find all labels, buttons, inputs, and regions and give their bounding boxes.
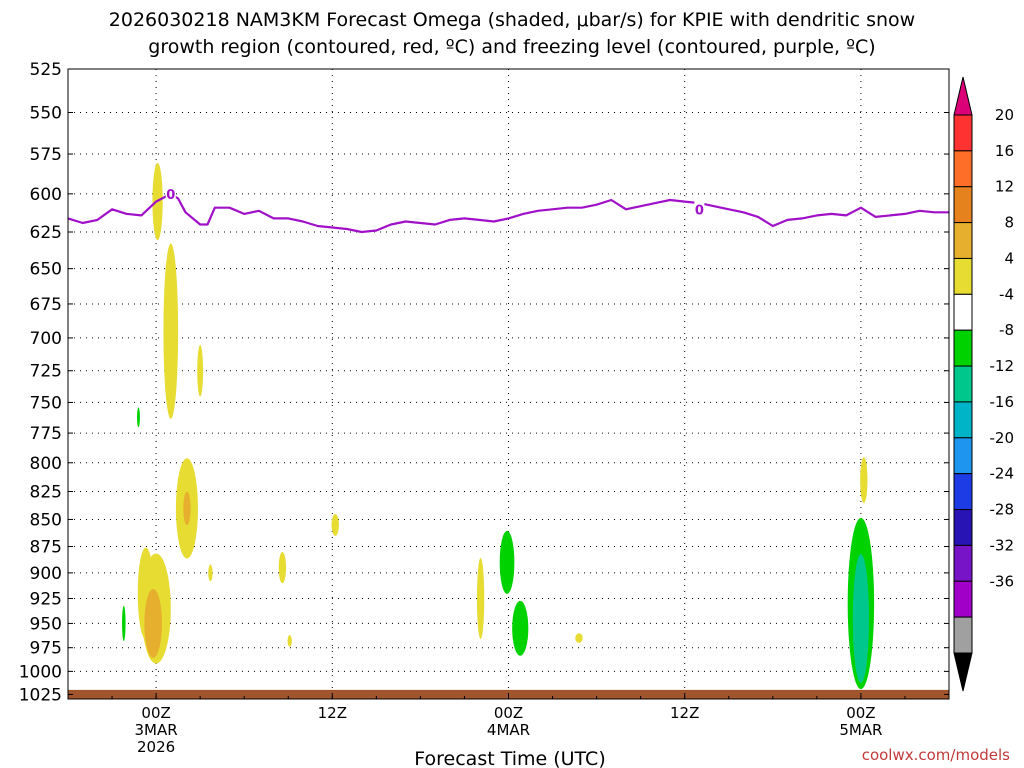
colorbar-segment [953,437,973,475]
x-tick-label: 00Z [141,704,170,722]
x-tick-label: 00Z [846,704,875,722]
y-tick-label: 600 [30,185,62,205]
y-tick-label: 525 [30,60,62,80]
y-tick-label: 975 [30,639,62,659]
colorbar-segment [953,365,973,403]
colorbar-segment [953,293,973,331]
x-axis-title: Forecast Time (UTC) [414,748,605,768]
omega-cell [144,588,162,658]
colorbar-tick-label: 12 [995,178,1014,196]
colorbar-tick-label: 20 [995,106,1014,124]
omega-cell [287,635,292,647]
colorbar-segment [953,222,973,259]
y-tick-label: 625 [30,223,62,243]
colorbar-tick-label: -8 [999,321,1014,339]
colorbar-tick-label: 16 [995,142,1014,160]
y-tick-label: 650 [30,260,62,280]
x-tick-label: 2026 [137,738,175,756]
y-tick-label: 925 [30,589,62,609]
x-tick-label: 4MAR [487,721,530,739]
y-tick-label: 675 [30,295,62,315]
contour-label: 0 [695,203,704,218]
colorbar-segment [953,114,973,152]
omega-cell [197,344,204,397]
y-tick-label: 725 [30,362,62,382]
y-tick-label: 875 [30,538,62,558]
x-tick-label: 5MAR [839,721,882,739]
contour-label-bg [165,185,176,201]
colorbar-segment [953,150,973,188]
omega-cell [860,457,868,504]
freezing-level-line [67,192,949,234]
colorbar-tick-label: -4 [999,285,1014,303]
omega-shading [122,162,875,690]
omega-cell [499,530,515,594]
colorbar-top-arrow [953,76,973,116]
colorbar-tick-label: 8 [1004,214,1014,232]
plot-area: 00 5255505756006256506757007257507758008… [19,60,950,756]
colorbar-segment [953,329,973,367]
colorbar-segment [953,616,973,654]
y-tick-label: 575 [30,145,62,165]
contour-label: 0 [166,188,175,203]
colorbar-segment [953,257,973,295]
colorbar-segment [953,509,973,546]
contour-label-bg [694,201,705,217]
colorbar-tick-label: -20 [990,429,1015,447]
y-tick-label: 825 [30,483,62,503]
omega-cell [122,605,126,642]
y-tick-label: 850 [30,510,62,530]
source-credit: coolwx.com/models [862,746,1010,764]
freezing-level-contour: 00 [67,185,949,234]
x-tick-label: 00Z [494,704,523,722]
y-tick-label: 800 [30,454,62,474]
omega-cell [137,407,140,428]
colorbar-tick-label: -36 [990,572,1015,590]
colorbar-bottom-arrow [953,652,973,692]
omega-cell [476,558,485,639]
x-tick-label: 12Z [318,704,347,722]
colorbar-segment [953,473,973,511]
colorbar-tick-label: -16 [990,393,1015,411]
y-axis: 525 550 575 600 625 650 675 700 725 750 775 800 825 8… [19,60,949,705]
y-tick-label: 1000 [19,662,62,682]
y-tick-label: 750 [30,393,62,413]
omega-cell [278,551,287,584]
omega-cell [183,491,191,526]
colorbar-segment [953,580,973,618]
colorbar-tick-label: -32 [990,536,1015,554]
colorbar-segment [953,186,973,224]
omega-cell [208,564,213,582]
x-tick-label: 12Z [670,704,699,722]
colorbar-tick-label: -28 [990,501,1015,519]
y-tick-label: 550 [30,103,62,123]
plot-background [68,69,949,699]
omega-cell [163,243,179,419]
colorbar-segment [953,544,973,582]
y-tick-label: 1025 [19,685,62,705]
colorbar-tick-label: 4 [1004,249,1014,267]
y-tick-label: 700 [30,329,62,349]
colorbar-tick-label: -24 [990,465,1015,483]
y-tick-label: 775 [30,424,62,444]
colorbar-segment [953,401,973,439]
omega-cell [512,600,529,656]
x-tick-label: 3MAR [135,721,178,739]
y-tick-label: 900 [30,564,62,584]
colorbar-tick-label: -12 [990,357,1015,375]
omega-cell [575,633,583,643]
omega-cell [852,554,869,683]
omega-colorbar: 20 16 12 8 4 -4 -8 -12 -16 -20 -24 -28 -32 -36 [953,76,1015,692]
chart-title-line-1: 2026030218 NAM3KM Forecast Omega (shaded… [109,9,915,31]
y-tick-label: 950 [30,614,62,634]
chart-title-line-2: growth region (contoured, red, ºC) and f… [148,36,875,58]
omega-cell [331,513,339,536]
